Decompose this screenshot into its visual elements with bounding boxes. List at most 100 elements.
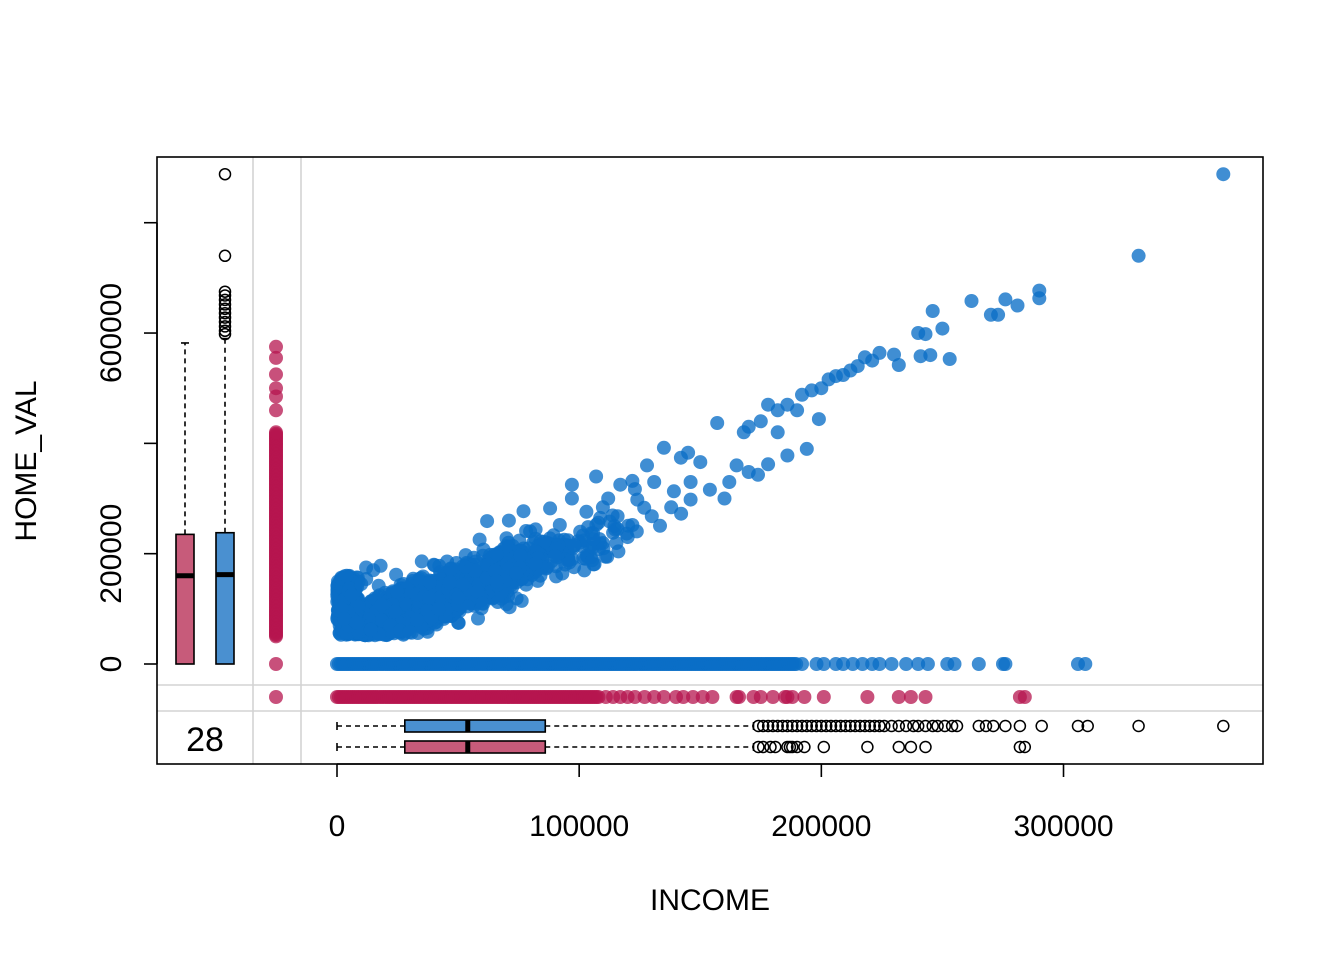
income-observed-boxplot-outlier <box>853 719 867 733</box>
observed-point <box>374 598 389 612</box>
observed-point <box>644 509 659 524</box>
zero-home-point <box>872 657 887 671</box>
observed-point <box>795 387 809 402</box>
observed-point <box>475 596 490 611</box>
home-observed-boxplot-outlier <box>218 298 232 311</box>
zero-home-point <box>884 657 899 671</box>
missing-home-point <box>732 690 746 704</box>
missing-income-point <box>269 350 283 365</box>
missing-home-point <box>785 690 800 704</box>
income-missing-boxplot-outlier <box>817 740 831 754</box>
observed-point <box>564 477 579 492</box>
observed-point <box>579 504 594 519</box>
observed-point <box>753 414 768 429</box>
income-observed-boxplot-outlier <box>1217 719 1230 733</box>
observed-point <box>640 458 654 473</box>
observed-point <box>683 475 698 489</box>
income-observed-boxplot-outlier <box>766 719 780 733</box>
missing-home-point <box>891 690 906 704</box>
income-observed-boxplot-outlier <box>829 719 843 733</box>
observed-point <box>426 557 441 572</box>
home-observed-boxplot-outlier <box>218 285 232 298</box>
observed-point <box>653 518 667 533</box>
observed-point <box>537 534 552 549</box>
missing-income-point <box>269 403 283 418</box>
observed-point <box>567 538 582 553</box>
home-observed-boxplot-outlier <box>218 167 232 181</box>
income-missing-boxplot-outlier <box>1013 740 1027 754</box>
observed-point <box>354 577 369 591</box>
income-observed-boxplot-outlier <box>761 719 775 733</box>
income-missing-boxplot-outlier <box>798 740 811 754</box>
y-axis-title: HOME_VAL <box>10 380 43 541</box>
income-observed-boxplot-outlier <box>950 719 964 733</box>
zero-home-point <box>911 657 926 671</box>
income-observed-boxplot-outlier <box>873 719 886 733</box>
observed-point <box>470 584 485 599</box>
income-observed-boxplot-outlier <box>892 719 906 733</box>
income-observed-boxplot-outlier <box>844 719 857 733</box>
observed-point <box>451 615 466 630</box>
zero-home-point <box>1078 657 1093 671</box>
y-tick-label: 600000 <box>95 283 128 383</box>
income-observed-boxplot-outlier <box>1035 719 1048 733</box>
observed-point <box>673 450 688 465</box>
income-observed-boxplot-outlier <box>979 719 993 733</box>
missing-home-point <box>647 690 662 704</box>
observed-point <box>606 525 621 540</box>
income-observed-boxplot-outlier <box>899 719 913 733</box>
home-observed-boxplot-outlier <box>218 289 232 302</box>
income-observed-boxplot-outlier <box>776 719 789 733</box>
observed-point <box>625 518 640 532</box>
missing-home-point <box>676 690 691 704</box>
observed-point <box>674 506 689 521</box>
income-observed-boxplot-outlier <box>987 719 1000 733</box>
home-observed-boxplot-outlier <box>218 311 232 324</box>
observed-point <box>935 321 950 336</box>
observed-point <box>761 397 776 412</box>
zero-home-point <box>795 657 809 671</box>
observed-point <box>666 484 681 499</box>
observed-points <box>330 167 1231 643</box>
observed-point <box>422 590 436 605</box>
observed-point <box>458 559 473 574</box>
observed-point <box>964 294 979 308</box>
observed-point <box>601 491 616 506</box>
income-observed-boxplot-outlier <box>848 719 862 733</box>
income-missing-boxplot-outlier <box>892 740 906 754</box>
income-observed-boxplot-outlier <box>907 719 920 733</box>
observed-point <box>693 455 708 470</box>
income-missing-boxplot-outlier <box>756 740 770 754</box>
missing-home-point <box>705 690 720 704</box>
income-observed-boxplot-outlier <box>1132 719 1145 733</box>
income-observed-boxplot-outlier <box>938 719 952 733</box>
observed-point <box>722 475 737 489</box>
observed-point <box>516 504 531 519</box>
income-missing-boxplot-outlier <box>786 740 799 754</box>
income-observed-boxplot-outlier <box>926 719 939 733</box>
home-observed-boxplot-outlier <box>218 324 232 338</box>
missing-income-points <box>269 339 283 704</box>
income-missing-boxplot-outlier <box>769 740 782 754</box>
income-observed-boxplot-outlier <box>858 719 872 733</box>
observed-point <box>509 566 524 580</box>
income-observed-boxplot-outlier <box>800 719 814 733</box>
missing-home-point <box>918 690 933 704</box>
observed-point <box>702 482 717 497</box>
missing-income-point <box>269 389 283 404</box>
income-observed-boxplot-outlier <box>795 719 809 733</box>
observed-point <box>414 554 429 569</box>
observed-point <box>443 562 458 577</box>
observed-point <box>480 514 495 529</box>
zero-home-point <box>998 657 1013 671</box>
observed-point <box>528 556 543 571</box>
observed-point <box>683 492 698 507</box>
missing-home-point <box>753 690 768 704</box>
missing-home-point <box>816 690 831 704</box>
observed-point <box>811 412 826 427</box>
income-observed-boxplot-outlier <box>824 719 838 733</box>
observed-point <box>548 548 562 563</box>
observed-point <box>488 564 502 578</box>
observed-point <box>891 358 906 372</box>
